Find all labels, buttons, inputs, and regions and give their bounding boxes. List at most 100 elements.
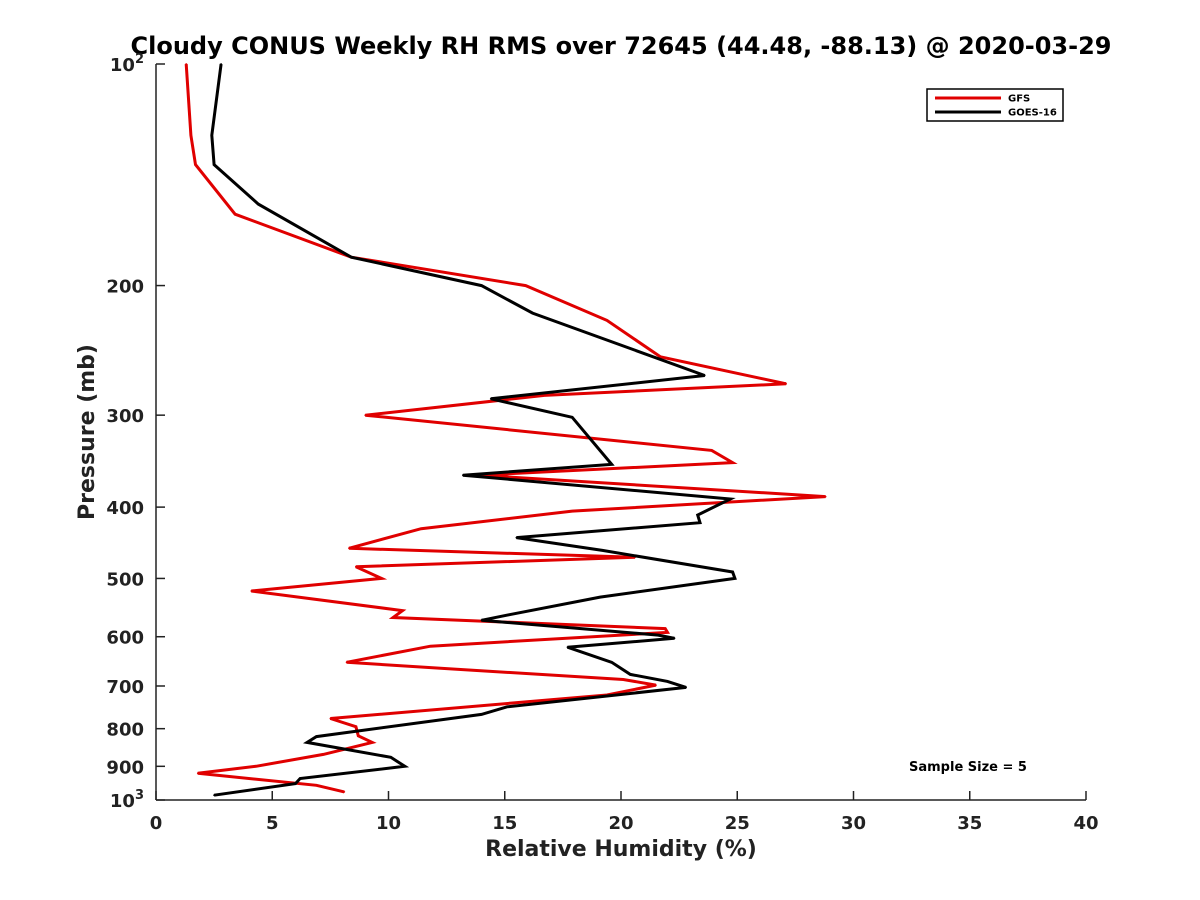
x-tick-label: 10 bbox=[376, 813, 401, 834]
data-point-gfs bbox=[343, 791, 346, 793]
legend: GFS GOES-16 bbox=[926, 88, 1064, 122]
x-tick-label: 5 bbox=[266, 813, 279, 834]
data-point-goes-16 bbox=[213, 794, 216, 797]
data-point-goes-16 bbox=[462, 474, 464, 477]
data-point-gfs bbox=[194, 163, 197, 166]
data-point-gfs bbox=[345, 661, 348, 664]
data-point-gfs bbox=[185, 63, 188, 65]
data-point-gfs bbox=[401, 609, 404, 612]
data-point-goes-16 bbox=[703, 374, 706, 377]
y-tick-label: 102 bbox=[110, 52, 144, 76]
plot-area: 0 5 10 15 20 25 30 35 40 10220030040050060070080… bbox=[106, 52, 1098, 834]
data-point-goes-16 bbox=[599, 596, 601, 598]
data-point-goes-16 bbox=[666, 680, 669, 683]
data-point-goes-16 bbox=[566, 646, 569, 649]
data-point-gfs bbox=[250, 590, 253, 592]
data-point-gfs bbox=[196, 772, 199, 775]
y-tick-base: 10 bbox=[110, 791, 135, 812]
data-point-goes-16 bbox=[731, 571, 734, 573]
data-point-gfs bbox=[329, 717, 332, 720]
data-point-gfs bbox=[543, 394, 546, 397]
data-point-goes-16 bbox=[389, 756, 392, 759]
data-point-goes-16 bbox=[480, 284, 483, 287]
data-point-gfs bbox=[785, 382, 787, 385]
y-axis-label: Pressure (mb) bbox=[75, 344, 100, 520]
data-point-goes-16 bbox=[480, 713, 483, 716]
data-point-gfs bbox=[659, 356, 662, 358]
data-point-goes-16 bbox=[571, 416, 574, 419]
x-tick-label: 30 bbox=[841, 813, 866, 834]
data-point-gfs bbox=[371, 741, 374, 744]
y-tick-base: 10 bbox=[110, 55, 135, 76]
data-point-gfs bbox=[348, 547, 350, 550]
data-point-gfs bbox=[445, 667, 448, 670]
data-point-goes-16 bbox=[489, 397, 492, 400]
data-point-gfs bbox=[380, 577, 383, 580]
legend-label-gfs: GFS bbox=[1008, 94, 1030, 105]
data-point-gfs bbox=[322, 753, 325, 756]
data-point-gfs bbox=[571, 510, 574, 512]
x-tick-label: 20 bbox=[608, 813, 633, 834]
legend-box bbox=[926, 88, 1064, 122]
data-point-goes-16 bbox=[531, 312, 534, 314]
x-axis-ticks: 0 5 10 15 20 25 30 35 40 bbox=[150, 791, 1099, 834]
data-point-gfs bbox=[364, 414, 367, 417]
data-point-goes-16 bbox=[696, 514, 699, 516]
data-point-gfs bbox=[824, 495, 827, 498]
data-point-gfs bbox=[664, 627, 667, 630]
data-point-goes-16 bbox=[610, 661, 613, 664]
data-point-goes-16 bbox=[729, 498, 732, 500]
sample-size-annotation: Sample Size = 5 bbox=[909, 760, 1027, 775]
data-point-gfs bbox=[420, 527, 422, 530]
y-tick-label: 200 bbox=[106, 277, 144, 298]
data-point-gfs bbox=[622, 678, 625, 681]
data-point-gfs bbox=[655, 684, 657, 686]
x-tick-label: 15 bbox=[492, 813, 517, 834]
y-tick-exponent: 2 bbox=[135, 52, 144, 67]
data-point-gfs bbox=[234, 213, 237, 216]
data-point-gfs bbox=[392, 616, 394, 619]
data-point-gfs bbox=[429, 645, 432, 648]
data-point-goes-16 bbox=[506, 705, 508, 708]
data-point-gfs bbox=[731, 461, 734, 464]
data-point-goes-16 bbox=[294, 782, 297, 785]
data-point-goes-16 bbox=[306, 741, 308, 744]
data-point-gfs bbox=[315, 784, 318, 787]
data-point-goes-16 bbox=[629, 673, 632, 676]
data-point-goes-16 bbox=[610, 463, 613, 466]
x-axis-label: Relative Humidity (%) bbox=[485, 837, 757, 862]
data-point-goes-16 bbox=[673, 637, 676, 640]
x-tick-label: 0 bbox=[150, 813, 163, 834]
x-tick-label: 35 bbox=[957, 813, 982, 834]
data-point-gfs bbox=[355, 565, 357, 568]
data-point-goes-16 bbox=[220, 63, 223, 65]
data-point-gfs bbox=[255, 765, 257, 768]
data-point-goes-16 bbox=[734, 577, 736, 580]
series-line-goes-16 bbox=[210, 63, 737, 797]
data-point-goes-16 bbox=[257, 203, 260, 206]
data-point-goes-16 bbox=[685, 686, 687, 689]
x-tick-label: 40 bbox=[1073, 813, 1098, 834]
legend-items: GFS GOES-16 bbox=[935, 94, 1057, 119]
data-point-goes-16 bbox=[210, 134, 213, 137]
y-tick-label: 400 bbox=[106, 498, 144, 519]
data-point-gfs bbox=[357, 734, 360, 737]
data-point-gfs bbox=[524, 284, 527, 287]
data-point-gfs bbox=[355, 725, 357, 728]
data-point-goes-16 bbox=[315, 735, 318, 738]
data-point-goes-16 bbox=[480, 619, 483, 622]
data-point-goes-16 bbox=[508, 613, 511, 616]
data-point-goes-16 bbox=[657, 634, 660, 636]
data-point-gfs bbox=[710, 449, 713, 452]
chart-title: Cloudy CONUS Weekly RH RMS over 72645 (4… bbox=[131, 32, 1112, 60]
y-tick-label: 600 bbox=[106, 628, 144, 649]
x-tick-label: 25 bbox=[725, 813, 750, 834]
y-tick-label: 800 bbox=[106, 720, 144, 741]
data-point-goes-16 bbox=[350, 256, 353, 259]
data-point-gfs bbox=[190, 134, 192, 137]
data-point-gfs bbox=[606, 319, 608, 322]
y-tick-label: 103 bbox=[110, 788, 144, 812]
y-tick-label: 900 bbox=[106, 757, 144, 778]
